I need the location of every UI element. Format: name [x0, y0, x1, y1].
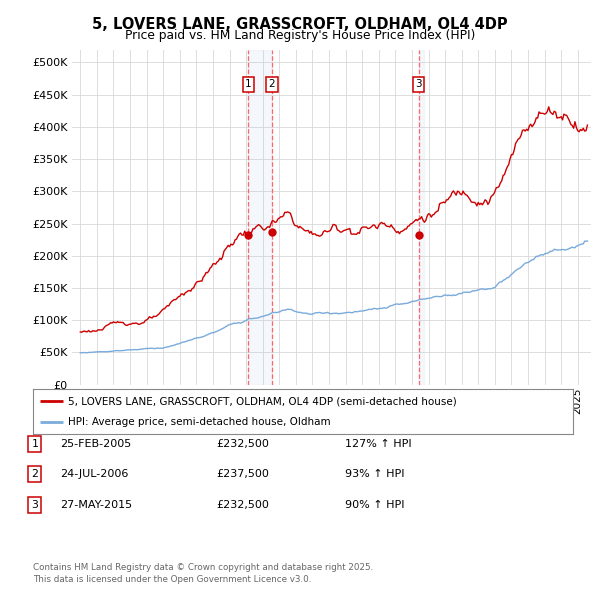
Text: 127% ↑ HPI: 127% ↑ HPI: [345, 439, 412, 448]
Text: HPI: Average price, semi-detached house, Oldham: HPI: Average price, semi-detached house,…: [68, 417, 331, 427]
Text: 25-FEB-2005: 25-FEB-2005: [60, 439, 131, 448]
Text: £232,500: £232,500: [216, 500, 269, 510]
Text: 27-MAY-2015: 27-MAY-2015: [60, 500, 132, 510]
Text: £237,500: £237,500: [216, 470, 269, 479]
Text: 3: 3: [415, 80, 422, 89]
Text: £232,500: £232,500: [216, 439, 269, 448]
Text: 1: 1: [245, 80, 252, 89]
Text: 5, LOVERS LANE, GRASSCROFT, OLDHAM, OL4 4DP: 5, LOVERS LANE, GRASSCROFT, OLDHAM, OL4 …: [92, 17, 508, 31]
Text: 93% ↑ HPI: 93% ↑ HPI: [345, 470, 404, 479]
Text: 5, LOVERS LANE, GRASSCROFT, OLDHAM, OL4 4DP (semi-detached house): 5, LOVERS LANE, GRASSCROFT, OLDHAM, OL4 …: [68, 396, 457, 407]
Bar: [419, 50, 424, 385]
Text: 1: 1: [31, 439, 38, 448]
Text: 24-JUL-2006: 24-JUL-2006: [60, 470, 128, 479]
Text: Contains HM Land Registry data © Crown copyright and database right 2025.
This d: Contains HM Land Registry data © Crown c…: [33, 563, 373, 584]
Bar: [248, 50, 272, 385]
Text: 90% ↑ HPI: 90% ↑ HPI: [345, 500, 404, 510]
Text: 2: 2: [269, 80, 275, 89]
Text: 2: 2: [31, 470, 38, 479]
Text: Price paid vs. HM Land Registry's House Price Index (HPI): Price paid vs. HM Land Registry's House …: [125, 29, 475, 42]
Text: 3: 3: [31, 500, 38, 510]
